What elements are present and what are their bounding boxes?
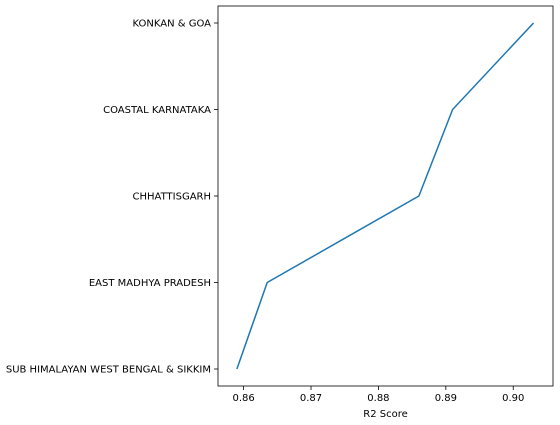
y-tick-label: KONKAN & GOA	[132, 19, 211, 30]
series-line	[236, 22, 535, 370]
x-tick-label: 0.90	[502, 393, 524, 404]
x-tick-label: 0.86	[232, 393, 254, 404]
x-axis: 0.86 0.87 0.88 0.89 0.90	[232, 386, 524, 404]
y-tick-label: SUB HIMALAYAN WEST BENGAL & SIKKIM	[6, 365, 211, 376]
plot-area	[217, 5, 554, 387]
y-tick-label: CHHATTISGARH	[133, 192, 211, 203]
y-tick-label: COASTAL KARNATAKA	[103, 105, 211, 116]
y-tick-label: EAST MADHYA PRADESH	[89, 278, 211, 289]
x-tick-label: 0.89	[435, 393, 457, 404]
x-tick-label: 0.87	[300, 393, 322, 404]
y-axis: SUB HIMALAYAN WEST BENGAL & SIKKIM EAST M…	[6, 19, 218, 376]
x-axis-label: R2 Score	[363, 409, 408, 420]
x-tick-label: 0.88	[367, 393, 389, 404]
